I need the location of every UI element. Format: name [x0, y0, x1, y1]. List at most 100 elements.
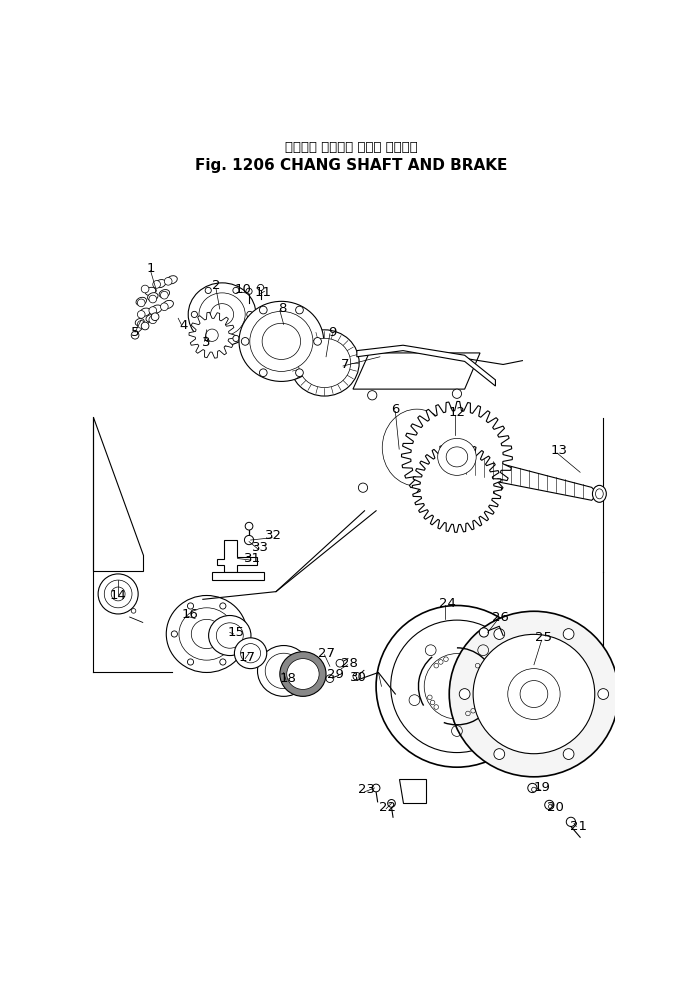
- Circle shape: [247, 311, 253, 318]
- Text: 32: 32: [265, 529, 282, 542]
- Circle shape: [171, 631, 177, 637]
- Circle shape: [138, 321, 145, 329]
- Circle shape: [326, 675, 334, 683]
- Ellipse shape: [508, 669, 560, 719]
- Circle shape: [188, 659, 194, 665]
- Text: 5: 5: [131, 326, 139, 338]
- Polygon shape: [401, 401, 512, 513]
- Polygon shape: [457, 453, 598, 500]
- Ellipse shape: [287, 658, 319, 690]
- Ellipse shape: [191, 619, 222, 648]
- Polygon shape: [412, 443, 501, 532]
- Ellipse shape: [166, 595, 247, 672]
- Ellipse shape: [209, 616, 251, 655]
- Circle shape: [452, 389, 462, 399]
- Circle shape: [205, 336, 211, 341]
- Ellipse shape: [151, 305, 162, 313]
- Ellipse shape: [280, 651, 326, 697]
- Circle shape: [160, 291, 169, 299]
- Text: 15: 15: [227, 626, 245, 639]
- Ellipse shape: [595, 489, 603, 499]
- Circle shape: [358, 483, 368, 492]
- Text: 13: 13: [550, 444, 567, 458]
- Circle shape: [233, 336, 239, 341]
- Circle shape: [296, 306, 303, 314]
- Text: 26: 26: [493, 610, 509, 624]
- Ellipse shape: [135, 319, 145, 326]
- Ellipse shape: [446, 447, 468, 466]
- Ellipse shape: [210, 304, 234, 325]
- Ellipse shape: [298, 338, 351, 388]
- Text: 3: 3: [203, 337, 211, 349]
- Circle shape: [494, 629, 505, 640]
- Circle shape: [164, 277, 172, 285]
- Text: 18: 18: [279, 672, 296, 685]
- Ellipse shape: [262, 324, 301, 359]
- Ellipse shape: [449, 611, 619, 776]
- Ellipse shape: [390, 620, 523, 753]
- Ellipse shape: [111, 587, 125, 601]
- Circle shape: [459, 689, 470, 700]
- Text: 31: 31: [245, 552, 262, 565]
- Text: 8: 8: [278, 302, 286, 315]
- Polygon shape: [353, 353, 480, 389]
- Ellipse shape: [155, 279, 166, 287]
- Ellipse shape: [104, 581, 132, 608]
- Circle shape: [132, 608, 136, 613]
- Ellipse shape: [240, 644, 260, 663]
- Circle shape: [563, 749, 574, 760]
- Circle shape: [388, 800, 395, 807]
- Text: 4: 4: [179, 320, 188, 333]
- Text: 28: 28: [340, 656, 358, 670]
- Ellipse shape: [179, 608, 234, 660]
- Circle shape: [296, 369, 303, 377]
- Circle shape: [598, 689, 609, 700]
- Circle shape: [258, 284, 264, 290]
- Circle shape: [153, 280, 160, 288]
- Circle shape: [368, 391, 377, 400]
- Text: 29: 29: [327, 667, 344, 681]
- Circle shape: [138, 299, 145, 307]
- Text: 33: 33: [252, 541, 269, 554]
- Text: 27: 27: [318, 646, 334, 659]
- Ellipse shape: [188, 282, 256, 346]
- Circle shape: [336, 659, 344, 667]
- Circle shape: [566, 818, 575, 827]
- Text: 16: 16: [182, 608, 198, 621]
- Circle shape: [188, 603, 194, 609]
- Ellipse shape: [424, 653, 490, 719]
- Circle shape: [446, 483, 456, 492]
- Circle shape: [353, 672, 361, 680]
- Text: 2: 2: [212, 279, 220, 292]
- Ellipse shape: [147, 292, 158, 301]
- Text: 30: 30: [350, 671, 366, 684]
- Text: Fig. 1206 CHANG SHAFT AND BRAKE: Fig. 1206 CHANG SHAFT AND BRAKE: [195, 158, 508, 173]
- Circle shape: [494, 749, 505, 760]
- Ellipse shape: [167, 276, 177, 283]
- Circle shape: [220, 659, 226, 665]
- Circle shape: [151, 313, 159, 321]
- Text: 17: 17: [239, 650, 256, 663]
- Text: 11: 11: [254, 285, 271, 298]
- Circle shape: [220, 603, 226, 609]
- Polygon shape: [399, 778, 426, 803]
- Circle shape: [527, 783, 537, 792]
- Ellipse shape: [520, 681, 548, 707]
- Ellipse shape: [98, 574, 138, 614]
- Ellipse shape: [250, 311, 313, 371]
- Polygon shape: [216, 540, 257, 573]
- Circle shape: [532, 787, 536, 792]
- Ellipse shape: [146, 315, 155, 322]
- Polygon shape: [357, 345, 495, 386]
- Circle shape: [479, 628, 488, 637]
- Ellipse shape: [163, 300, 173, 308]
- Circle shape: [138, 311, 145, 318]
- Ellipse shape: [159, 289, 170, 298]
- Circle shape: [132, 332, 139, 339]
- Polygon shape: [93, 417, 142, 571]
- Ellipse shape: [258, 646, 310, 697]
- Text: 12: 12: [449, 405, 465, 419]
- Circle shape: [563, 629, 574, 640]
- Text: 22: 22: [379, 801, 396, 814]
- Text: 24: 24: [439, 596, 456, 610]
